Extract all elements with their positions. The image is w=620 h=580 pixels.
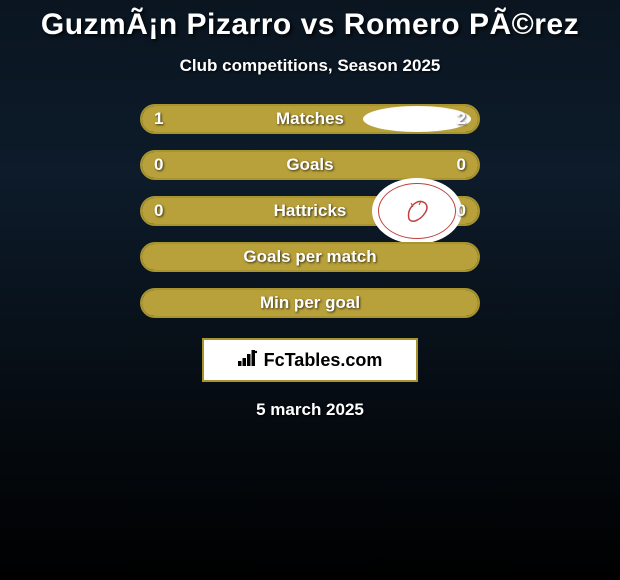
stat-label: Hattricks [142, 201, 478, 221]
stat-row: 0Goals0 [140, 150, 480, 180]
brand-box[interactable]: FcTables.com [202, 338, 418, 382]
stat-row: Min per goal [140, 288, 480, 318]
stat-label: Goals per match [142, 247, 478, 267]
stat-row: Goals per match [140, 242, 480, 272]
stat-value-right: 2 [457, 109, 466, 129]
date-label: 5 march 2025 [256, 400, 364, 420]
page-subtitle: Club competitions, Season 2025 [180, 56, 441, 76]
stat-row: 1Matches2 [140, 104, 480, 134]
stats-container: GuzmÃ¡n Pizarro vs Romero PÃ©rez Club co… [0, 0, 620, 580]
page-title: GuzmÃ¡n Pizarro vs Romero PÃ©rez [41, 8, 579, 42]
stat-bar: Min per goal [140, 288, 480, 318]
stat-label: Min per goal [142, 293, 478, 313]
stat-rows: 1Matches20Goals00Hattricks0Goals per mat… [140, 104, 480, 334]
stat-bar: Goals per match [140, 242, 480, 272]
stat-bar: 0Goals0 [140, 150, 480, 180]
stat-row: 0Hattricks0 [140, 196, 480, 226]
stat-label: Matches [142, 109, 478, 129]
stat-value-right: 0 [457, 201, 466, 221]
brand-text: FcTables.com [264, 350, 383, 371]
stat-value-right: 0 [457, 155, 466, 175]
stat-label: Goals [142, 155, 478, 175]
bar-chart-icon [238, 348, 260, 373]
